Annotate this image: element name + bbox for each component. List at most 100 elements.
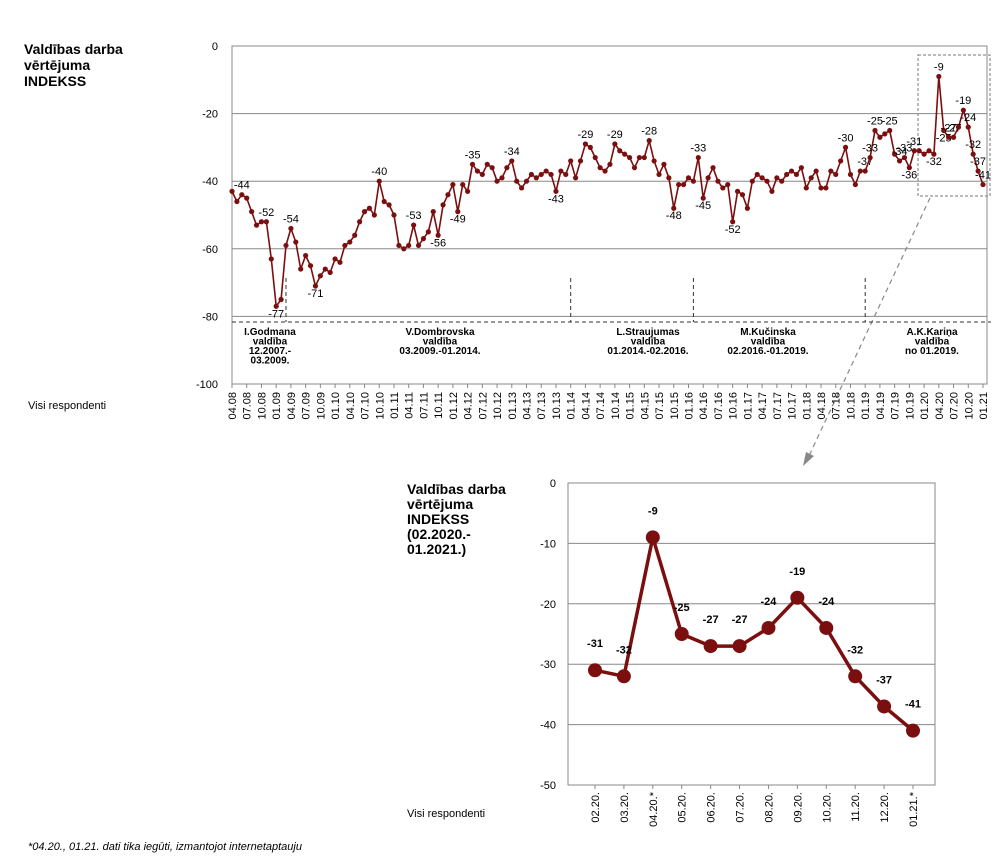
data-point — [288, 225, 294, 232]
data-label: -37 — [970, 156, 986, 168]
x-tick-label: 04.10 — [345, 392, 357, 420]
x-tick-label: 07.15 — [654, 392, 666, 420]
data-point — [793, 171, 800, 178]
data-point — [357, 219, 363, 225]
data-point — [298, 266, 304, 272]
data-point — [769, 188, 775, 194]
data-point — [582, 141, 589, 147]
x-tick-label: 04.17 — [757, 392, 769, 420]
data-point — [813, 168, 819, 174]
y-tick-label: 0 — [212, 41, 218, 53]
data-label: -41 — [905, 699, 921, 711]
data-point — [867, 154, 873, 161]
x-tick-label: 10.16 — [728, 392, 740, 420]
data-point — [307, 263, 314, 269]
x-tick-label: 06.20. — [706, 792, 718, 823]
data-point — [435, 232, 441, 238]
y-tick-label: -30 — [540, 659, 556, 671]
data-point — [676, 181, 682, 188]
data-point — [401, 246, 407, 252]
data-point — [950, 134, 957, 140]
data-point — [577, 158, 584, 164]
data-point — [784, 171, 790, 178]
x-tick-label: 04.19 — [875, 392, 887, 420]
x-tick-label: 07.19 — [890, 392, 902, 420]
x-tick-label: 07.09 — [301, 392, 313, 420]
x-tick-label: 07.20 — [949, 392, 961, 420]
data-point — [710, 165, 716, 171]
x-tick-label: 11.20. — [850, 792, 862, 822]
x-tick-label: 10.15 — [669, 392, 681, 420]
government-label: valdība — [423, 337, 458, 348]
x-tick-label: 10.14 — [610, 392, 622, 420]
data-point — [268, 256, 274, 262]
data-point — [705, 175, 711, 181]
government-label: M.Kučinska — [740, 327, 796, 338]
data-point — [906, 165, 912, 171]
data-label: -32 — [616, 644, 632, 656]
zoom-arrow — [807, 197, 931, 459]
y-tick-label: -10 — [540, 538, 556, 550]
x-tick-label: 01.12 — [448, 392, 460, 420]
x-tick-label: 04.20.* — [648, 791, 660, 827]
data-point — [970, 151, 976, 157]
data-point — [592, 154, 598, 161]
data-point — [823, 185, 829, 191]
data-point — [739, 192, 746, 198]
data-point — [332, 256, 338, 262]
data-label: -56 — [430, 237, 446, 249]
data-point — [514, 178, 520, 184]
data-point — [661, 161, 667, 167]
data-point — [440, 202, 446, 208]
x-tick-label: 07.17 — [772, 392, 784, 420]
x-tick-label: 04.14 — [580, 392, 592, 420]
data-label: -53 — [406, 210, 422, 222]
x-tick-label: 01.13 — [507, 392, 519, 420]
data-point — [819, 620, 834, 635]
chart-title: (02.2020.- — [407, 526, 471, 542]
data-point — [774, 175, 780, 181]
data-label: -77 — [268, 308, 284, 320]
data-point — [674, 627, 689, 641]
x-tick-label: 01.16 — [683, 392, 695, 420]
data-point — [548, 171, 554, 178]
x-tick-label: 04.18 — [816, 392, 828, 420]
data-label: -27 — [941, 122, 957, 134]
plot-frame — [231, 45, 988, 385]
data-point — [317, 273, 323, 279]
data-point — [588, 663, 602, 678]
footnote: *04.20., 01.21. dati tika iegūti, izmant… — [28, 841, 302, 853]
data-point — [273, 303, 279, 309]
government-label: I.Godmana — [244, 327, 296, 338]
x-tick-label: 07.18 — [831, 392, 843, 420]
data-point — [312, 283, 319, 289]
data-label: -49 — [450, 214, 466, 226]
data-label: -24 — [761, 596, 778, 608]
data-label: -19 — [955, 95, 971, 107]
data-label: -24 — [818, 596, 835, 608]
data-point — [715, 178, 721, 184]
data-point — [808, 175, 814, 181]
x-tick-label: 01.21.* — [908, 791, 920, 827]
government-label: valdība — [915, 337, 950, 348]
data-line — [594, 535, 915, 732]
data-point — [666, 175, 672, 181]
x-axis-label: Visi respondenti — [28, 400, 106, 412]
y-tick-label: -80 — [202, 311, 218, 323]
data-label: -30 — [838, 132, 854, 144]
x-tick-label: 04.20 — [934, 392, 946, 420]
data-label: -34 — [504, 146, 520, 158]
data-point — [779, 178, 785, 184]
data-point — [509, 158, 515, 164]
data-point — [965, 124, 971, 130]
data-point — [258, 219, 265, 225]
data-label: -33 — [897, 143, 913, 155]
data-point — [229, 188, 235, 194]
data-point — [543, 168, 549, 174]
data-point — [253, 222, 260, 228]
data-label: -45 — [695, 200, 711, 212]
data-point — [646, 138, 652, 144]
data-point — [450, 181, 456, 188]
x-tick-label: 01.11 — [389, 392, 401, 419]
data-point — [887, 127, 893, 134]
